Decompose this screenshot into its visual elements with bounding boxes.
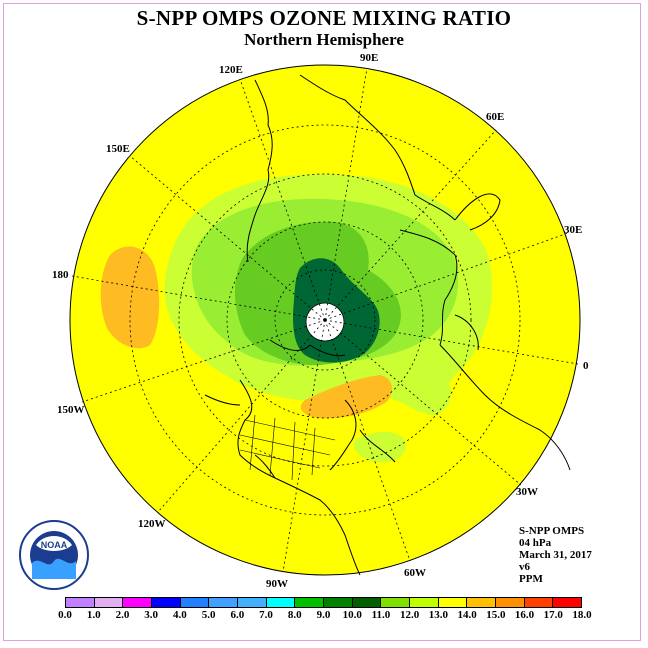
- lon-label-120w: 120W: [138, 518, 166, 530]
- colorbar-segment: [123, 598, 153, 607]
- colorbar-tick-label: 3.0: [144, 609, 159, 621]
- contour-light-green-east: [416, 377, 451, 416]
- colorbar-tick-label: 2.0: [115, 609, 130, 621]
- colorbar-segment: [467, 598, 497, 607]
- info-pressure-level: 04 hPa: [519, 537, 552, 549]
- logo-text: NOAA: [41, 540, 68, 550]
- info-version: v6: [519, 561, 530, 573]
- noaa-logo: NOAA: [19, 520, 89, 590]
- contour-orange-south: [300, 375, 392, 419]
- page-frame: [3, 3, 641, 641]
- colorbar-segment: [496, 598, 525, 607]
- lon-label-0: 0: [583, 360, 589, 372]
- colorbar-tick-label: 14.0: [457, 609, 477, 621]
- longitude-lines: [71, 67, 579, 573]
- colorbar-segment: [266, 598, 296, 607]
- colorbar-tick-label: 4.0: [173, 609, 187, 621]
- colorbar-tick-label: 12.0: [400, 609, 420, 621]
- info-unit: PPM: [519, 573, 543, 585]
- colorbar-segment: [209, 598, 239, 607]
- lon-label-60w: 60W: [404, 567, 426, 579]
- colorbar-segment: [553, 598, 582, 607]
- lon-label-90e: 90E: [360, 52, 378, 64]
- lon-label-90w: 90W: [266, 578, 288, 590]
- colorbar: [65, 597, 582, 608]
- colorbar-segment: [66, 598, 95, 607]
- colorbar-tick-label: 6.0: [230, 609, 245, 621]
- info-block: S-NPP OMPS 04 hPa March 31, 2017 v6 PPM: [519, 525, 592, 585]
- colorbar-tick-label: 5.0: [201, 609, 216, 621]
- map-title: S-NPP OMPS OZONE MIXING RATIO: [136, 6, 512, 30]
- colorbar-segment: [438, 598, 468, 607]
- colorbar-segment: [352, 598, 382, 607]
- colorbar-segment: [524, 598, 554, 607]
- contour-orange-west: [100, 246, 160, 349]
- coastlines: [204, 74, 571, 576]
- colorbar-segment: [381, 598, 411, 607]
- colorbar-segment: [238, 598, 267, 607]
- colorbar-tick-label: 13.0: [428, 609, 448, 621]
- lon-label-30w: 30W: [516, 486, 538, 498]
- colorbar-segment: [295, 598, 325, 607]
- lon-label-120e: 120E: [219, 64, 243, 76]
- latitude-circles: [129, 124, 521, 516]
- lon-label-150e: 150E: [106, 143, 130, 155]
- colorbar-tick-label: 15.0: [486, 609, 506, 621]
- colorbar-tick-label: 18.0: [572, 609, 592, 621]
- colorbar-tick-label: 16.0: [514, 609, 535, 621]
- map-subtitle: Northern Hemisphere: [244, 30, 404, 49]
- colorbar-tick-label: 0.0: [58, 609, 72, 621]
- colorbar-segment: [410, 598, 439, 607]
- us-state-boundaries: [239, 414, 336, 481]
- lon-label-180: 180: [52, 269, 69, 281]
- colorbar-segment: [94, 598, 124, 607]
- info-date: March 31, 2017: [519, 549, 592, 561]
- colorbar-segment: [324, 598, 353, 607]
- info-instrument: S-NPP OMPS: [519, 525, 585, 537]
- colorbar-tick-label: 11.0: [371, 609, 391, 621]
- lon-label-30e: 30E: [564, 224, 582, 236]
- colorbar-tick-label: 17.0: [543, 609, 563, 621]
- colorbar-tick-label: 9.0: [316, 609, 331, 621]
- lon-label-60e: 60E: [486, 111, 504, 123]
- colorbar-tick-label: 7.0: [259, 609, 273, 621]
- colorbar-tick-labels: 0.0 1.0 2.0 3.0 4.0 5.0 6.0 7.0 8.0 9.0 10.0 11.0 12…: [0, 609, 648, 623]
- lon-label-150w: 150W: [57, 404, 85, 416]
- colorbar-segment: [180, 598, 210, 607]
- colorbar-tick-label: 1.0: [86, 609, 101, 621]
- colorbar-tick-label: 8.0: [287, 609, 302, 621]
- colorbar-segment: [152, 598, 181, 607]
- colorbar-tick-label: 10.0: [342, 609, 362, 621]
